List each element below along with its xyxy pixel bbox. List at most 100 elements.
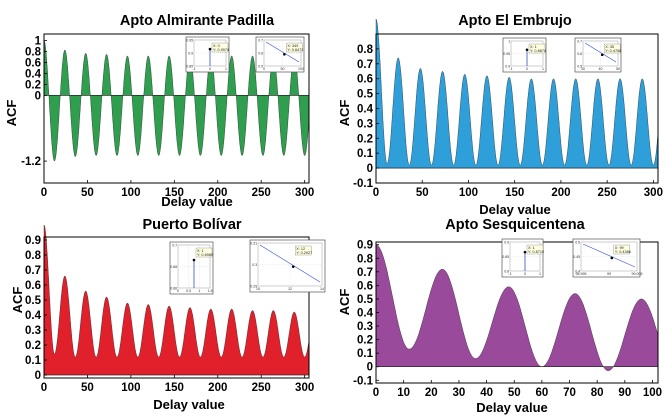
panel-top-left: Apto Almirante Padilla Delay value ACF [4, 13, 275, 209]
y-tick-label: 0.9 [357, 240, 373, 252]
y-tick-label: 0.1 [357, 348, 374, 360]
panel-bottom-left: Puerto Bolívar Delay value ACF [10, 217, 242, 412]
inset-curve [584, 42, 617, 63]
inset-x-tick-label: 40 [599, 67, 603, 71]
y-tick-label: 0.6 [357, 74, 373, 86]
inset-datatip-marker [523, 250, 527, 254]
y-tick-label: 0.3 [25, 325, 41, 337]
inset-datatip-x: X: 1 [197, 249, 204, 253]
y-tick-label: 0.5 [357, 294, 374, 306]
inset-y-tick-label: 0.4 [575, 269, 580, 273]
inset-y-tick-label: 0.85 [186, 64, 193, 68]
inset-datatip-y: Y: 0.6472 [287, 48, 303, 52]
axes-frame [43, 236, 310, 379]
inset-datatip-x: X: 0 [213, 44, 220, 48]
x-axis-label: Delay value [153, 397, 225, 412]
inset-y-tick-label: 0.5 [258, 64, 263, 68]
inset-x-tick-label: 50 [616, 67, 620, 71]
x-tick-label: 0 [41, 187, 47, 199]
inset-datatip-marker [525, 48, 529, 52]
x-tick-label: 100 [459, 187, 478, 199]
x-tick-label: 200 [208, 382, 227, 394]
y-axis-label: ACF [337, 100, 352, 127]
inset-y-tick-label: 0.7 [577, 39, 582, 43]
inset-x-tick-label: 1 [542, 67, 544, 71]
chart-4: 0 10 20 30 40 50 60 70 80 90 1000.90.80.70.60.50.4… [353, 238, 662, 399]
x-tick-label: 10 [397, 387, 410, 399]
x-tick-label: 300 [295, 187, 314, 199]
x-tick-label: 40 [480, 387, 493, 399]
y-tick-label: 0.5 [25, 295, 42, 307]
inset-y-tick-label: 0.9 [188, 51, 193, 55]
x-tick-label: 70 [563, 387, 576, 399]
x-tick-label: 30 [453, 387, 466, 399]
inset-x-tick-label: 50 [281, 67, 285, 71]
y-tick-label: 0.4 [25, 68, 42, 80]
panel-top-right: Apto El Embrujo Delay value ACF [337, 13, 572, 217]
x-tick-label: 100 [643, 387, 662, 399]
y-tick-label: 0.4 [357, 308, 374, 320]
x-tick-label: 150 [165, 187, 184, 199]
panel-title: Apto Sesquicentena [445, 217, 585, 233]
zoom-inset: -1 0 1 0.8 0.85 0.9 X: 1Y: 0.8715 [501, 238, 544, 278]
y-tick-label: 0.7 [357, 59, 373, 71]
inset-datatip-marker [610, 256, 614, 260]
x-tick-label: 200 [551, 187, 570, 199]
inset-curve [265, 41, 300, 63]
x-tick-label: 60 [535, 387, 548, 399]
inset-datatip-y: Y: 0.9974 [213, 48, 229, 52]
x-axis-label: Delay value [479, 202, 551, 217]
y-tick-label: 0.7 [357, 267, 373, 279]
y-tick-label: 0.2 [357, 335, 373, 347]
inset-datatip-box [286, 42, 303, 53]
inset-y-tick-label: 0.7 [258, 38, 263, 42]
inset-y-tick-label: 0.8 [504, 269, 509, 273]
inset-y-tick-label: 0.95 [186, 38, 193, 42]
zoom-inset: -1 0 1 0.9 0.95 1 X: 1Y: 0.8874 [502, 37, 547, 73]
y-tick-label: 0.3 [357, 118, 373, 130]
inset-y-tick-label: 0.9 [505, 64, 510, 68]
inset-x-tick-label: 99 [607, 272, 611, 276]
x-axis-label: Delay value [476, 400, 548, 415]
y-tick-label: 0.8 [357, 253, 374, 265]
inset-x-tick-label: 100 [298, 67, 304, 71]
inset-y-tick-label: 0.5 [575, 240, 580, 244]
inset-datatip-box [195, 247, 213, 258]
zoom-inset: 0 0.5 1 1.5 0.66 0.68 0.7 X: 1Y: 0.6989 [169, 241, 214, 295]
x-tick-label: 50 [81, 187, 94, 199]
x-tick-label: 50 [416, 187, 429, 199]
inset-x-tick-label: 1 [225, 67, 227, 71]
y-tick-label: 1 [35, 36, 42, 48]
y-tick-label: -0.1 [353, 375, 373, 387]
zoom-inset: 30 40 50 0.5 0.6 0.7 X: 35Y: 0.4768 [574, 37, 622, 73]
acf-area-series [375, 18, 659, 169]
x-tick-label: 150 [165, 382, 184, 394]
inset-datatip-x: X: 1 [530, 45, 537, 49]
x-tick-label: 20 [425, 387, 438, 399]
y-tick-label: 0.5 [357, 89, 374, 101]
inset-datatip-y: Y: 0.6989 [197, 253, 213, 257]
inset-x-tick-label: 1 [539, 272, 541, 276]
inset-y-tick-label: 0.7 [172, 243, 177, 247]
inset-datatip-marker [192, 258, 196, 262]
acf-area-series [375, 244, 659, 372]
zoom-inset: -1 0 1 0.85 0.9 0.95 X: 0Y: 0.9974 [185, 36, 230, 73]
inset-x-tick-label: 0.5 [186, 289, 191, 293]
inset-y-tick-label: 0.3 [252, 263, 257, 267]
inset-y-tick-label: 0.9 [504, 240, 509, 244]
inset-x-tick-label: 14 [320, 287, 324, 291]
x-tick-label: 0 [373, 387, 379, 399]
y-tick-label: 0.1 [25, 355, 42, 367]
panel-title: Apto El Embrujo [458, 13, 572, 29]
inset-x-tick-label: 12 [288, 287, 292, 291]
inset-y-tick-label: 0.6 [258, 51, 263, 55]
inset-x-tick-label: 1 [198, 289, 200, 293]
acf-area-series [43, 39, 310, 162]
x-tick-label: 150 [505, 187, 524, 199]
inset-datatip-y: Y: 0.2927 [296, 251, 312, 255]
inset-x-tick-label: -1 [509, 67, 512, 71]
chart-3: 0 50 100 150 200 250 3000.90.80.70.60.50.40.30… [25, 224, 326, 394]
y-tick-label: -1.2 [21, 156, 41, 168]
